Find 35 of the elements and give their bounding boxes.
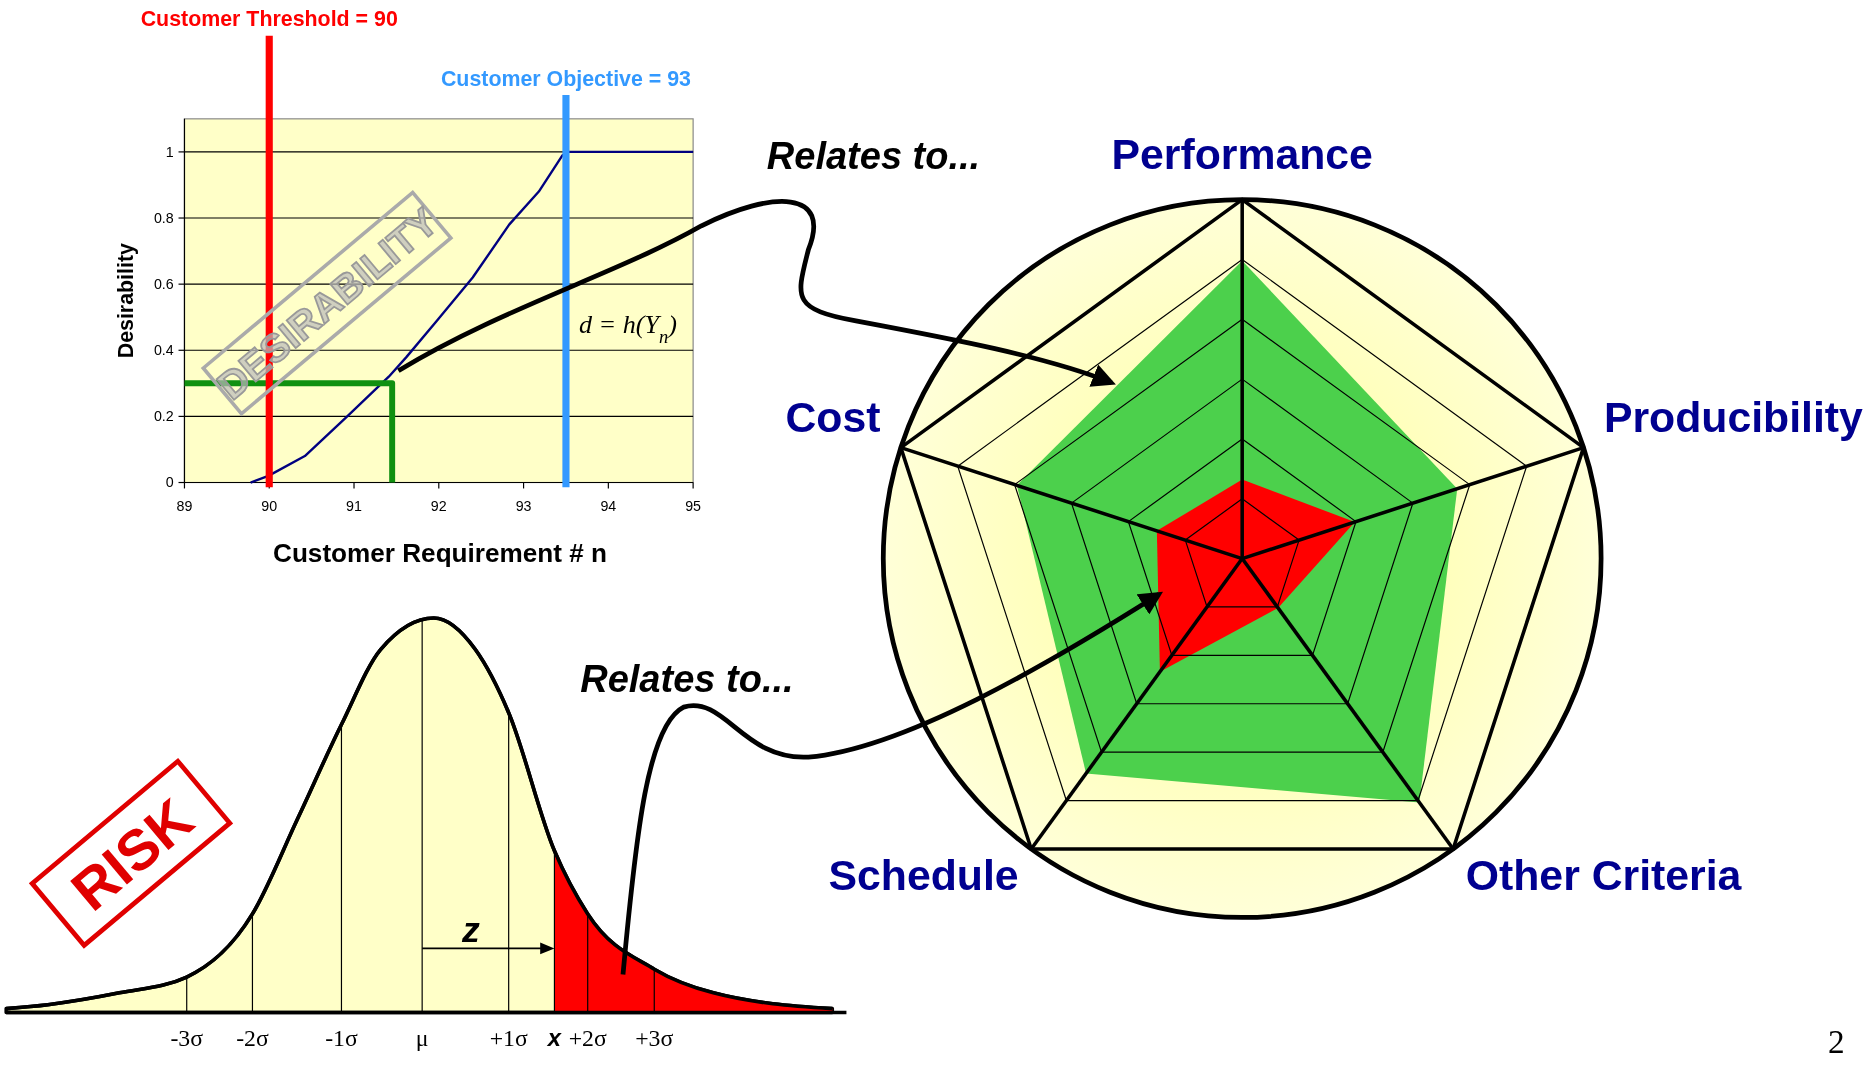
x-tick-label: -1σ bbox=[325, 1024, 358, 1051]
x-tick-label: 90 bbox=[261, 498, 278, 515]
text: 2 bbox=[1828, 1022, 1845, 1060]
y-tick-label: 0 bbox=[165, 474, 174, 491]
x-tick-label: +2σ bbox=[568, 1024, 607, 1051]
y-tick-label: 0.4 bbox=[153, 342, 174, 359]
ref-line-label: Customer Objective = 93 bbox=[440, 66, 692, 91]
annotation: Relates to... bbox=[580, 657, 794, 700]
annotation: z bbox=[460, 910, 480, 951]
y-tick-label: 0.6 bbox=[153, 275, 174, 292]
x-tick-label: -3σ bbox=[170, 1024, 204, 1051]
spoke-label: Other Criteria bbox=[1465, 851, 1743, 900]
y-tick-label: 1 bbox=[165, 143, 174, 160]
spoke-label: Producibility bbox=[1603, 392, 1864, 441]
annotation: d = h(Y$_{n}$) bbox=[579, 309, 677, 347]
x-tick-label: 92 bbox=[430, 498, 447, 515]
spoke-label: Schedule bbox=[828, 851, 1019, 900]
x-tick-label: +3σ bbox=[635, 1024, 674, 1051]
y-tick-label: 0.2 bbox=[153, 408, 174, 425]
x-tick-label: x bbox=[545, 1023, 563, 1051]
x-tick-label: 95 bbox=[685, 498, 702, 515]
spoke-label: Performance bbox=[1111, 129, 1373, 178]
x-tick-label: 94 bbox=[600, 498, 617, 515]
x-tick-label: -2σ bbox=[236, 1024, 269, 1051]
x-tick-label: 93 bbox=[515, 498, 532, 515]
ref-line-label: Customer Threshold = 90 bbox=[140, 7, 398, 32]
x-tick-label: +1σ bbox=[489, 1024, 528, 1051]
x-tick-label: 89 bbox=[176, 498, 193, 515]
spoke-label: Cost bbox=[785, 392, 881, 441]
y-tick-label: 0.8 bbox=[153, 209, 174, 226]
text: Relates to... bbox=[766, 134, 981, 177]
x-tick-label: 91 bbox=[346, 498, 363, 515]
x-tick-label: μ bbox=[415, 1024, 429, 1051]
y-axis-title: Desirability bbox=[114, 242, 139, 359]
x-axis-title: Customer Requirement # n bbox=[273, 538, 607, 569]
